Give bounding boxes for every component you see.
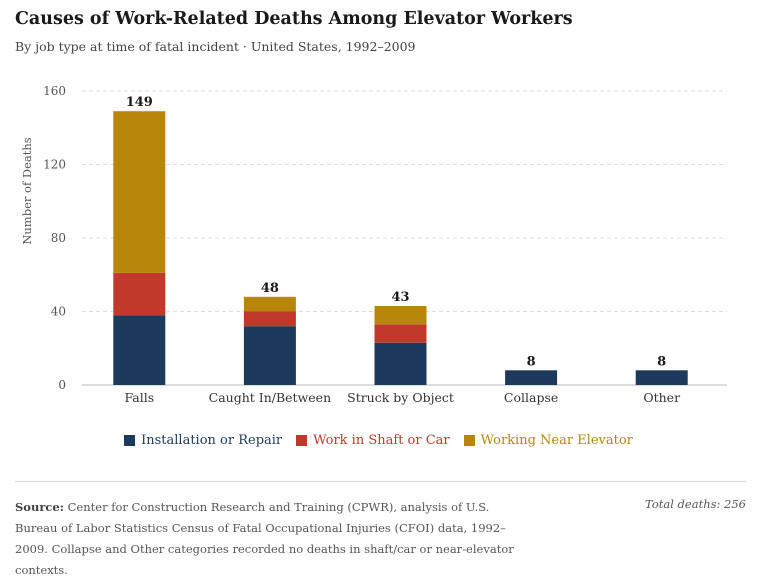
bar-total-label: 48 [261, 281, 279, 296]
bar-total-label: 8 [657, 354, 666, 369]
x-tick-label: Other [643, 390, 680, 405]
footer-divider [15, 481, 746, 482]
total-deaths: Total deaths: 256 [645, 497, 746, 511]
bar-chart: 0 40 80 120 160 Number of Deaths 149 Falls 48 Cau… [20, 84, 727, 405]
x-tick-label: Falls [124, 390, 154, 405]
bar-segment [635, 370, 688, 385]
bar-segment [505, 370, 558, 385]
bar-segment [374, 324, 427, 343]
bar-segment [374, 342, 427, 385]
bar-segment [113, 272, 166, 316]
legend-label-installation: Installation or Repair [141, 433, 283, 448]
chart-legend: Installation or Repair Work in Shaft or … [0, 433, 757, 448]
y-axis-label: Number of Deaths [20, 137, 34, 244]
legend-item-installation: Installation or Repair [124, 433, 282, 448]
bar-total-label: 43 [391, 290, 409, 305]
y-tick-label: 40 [51, 305, 66, 319]
bar-segment [243, 296, 296, 312]
legend-item-shaft: Work in Shaft or Car [296, 433, 450, 448]
legend-label-shaft: Work in Shaft or Car [313, 433, 450, 448]
legend-label-near-elevator: Working Near Elevator [480, 433, 633, 448]
x-tick-label: Struck by Object [347, 390, 454, 405]
bar-segment [243, 326, 296, 385]
x-tick-label: Caught In/Between [209, 390, 331, 405]
source-label: Source: [15, 500, 64, 514]
y-tick-label: 80 [51, 231, 66, 245]
x-tick-label: Collapse [504, 390, 558, 405]
chart-subtitle: By job type at time of fatal incident · … [15, 39, 416, 54]
bar-total-label: 149 [126, 95, 153, 110]
legend-swatch-near-elevator [463, 435, 475, 446]
source-text: Center for Construction Research and Tra… [15, 500, 514, 577]
y-tick-label: 160 [43, 84, 66, 98]
bar-segment [374, 305, 427, 325]
chart-title: Causes of Work-Related Deaths Among Elev… [15, 9, 573, 29]
y-tick-label: 120 [43, 158, 66, 172]
bar-total-label: 8 [527, 354, 536, 369]
bar-segment [113, 315, 166, 385]
legend-swatch-installation [124, 435, 136, 446]
legend-swatch-shaft [296, 435, 308, 446]
bar-segment [113, 111, 166, 273]
source-note: Source: Center for Construction Research… [15, 497, 535, 581]
y-tick-label: 0 [58, 378, 66, 392]
legend-item-near-elevator: Working Near Elevator [463, 433, 633, 448]
bar-segment [243, 311, 296, 327]
